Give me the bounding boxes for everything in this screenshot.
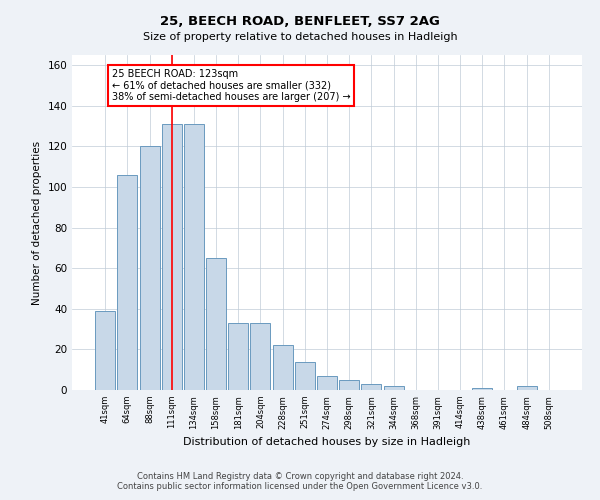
Text: 25, BEECH ROAD, BENFLEET, SS7 2AG: 25, BEECH ROAD, BENFLEET, SS7 2AG xyxy=(160,15,440,28)
Text: Contains HM Land Registry data © Crown copyright and database right 2024.: Contains HM Land Registry data © Crown c… xyxy=(137,472,463,481)
Bar xyxy=(184,124,204,390)
Bar xyxy=(339,380,359,390)
Bar xyxy=(272,346,293,390)
Bar xyxy=(140,146,160,390)
Bar xyxy=(317,376,337,390)
Y-axis label: Number of detached properties: Number of detached properties xyxy=(32,140,42,304)
Bar xyxy=(95,311,115,390)
Bar xyxy=(250,323,271,390)
Bar xyxy=(361,384,382,390)
Bar xyxy=(162,124,182,390)
Bar xyxy=(206,258,226,390)
Bar xyxy=(383,386,404,390)
Text: Size of property relative to detached houses in Hadleigh: Size of property relative to detached ho… xyxy=(143,32,457,42)
Text: 25 BEECH ROAD: 123sqm
← 61% of detached houses are smaller (332)
38% of semi-det: 25 BEECH ROAD: 123sqm ← 61% of detached … xyxy=(112,69,350,102)
Bar xyxy=(517,386,536,390)
Bar xyxy=(228,323,248,390)
Bar xyxy=(118,175,137,390)
Bar xyxy=(472,388,492,390)
X-axis label: Distribution of detached houses by size in Hadleigh: Distribution of detached houses by size … xyxy=(184,437,470,447)
Bar xyxy=(295,362,315,390)
Text: Contains public sector information licensed under the Open Government Licence v3: Contains public sector information licen… xyxy=(118,482,482,491)
